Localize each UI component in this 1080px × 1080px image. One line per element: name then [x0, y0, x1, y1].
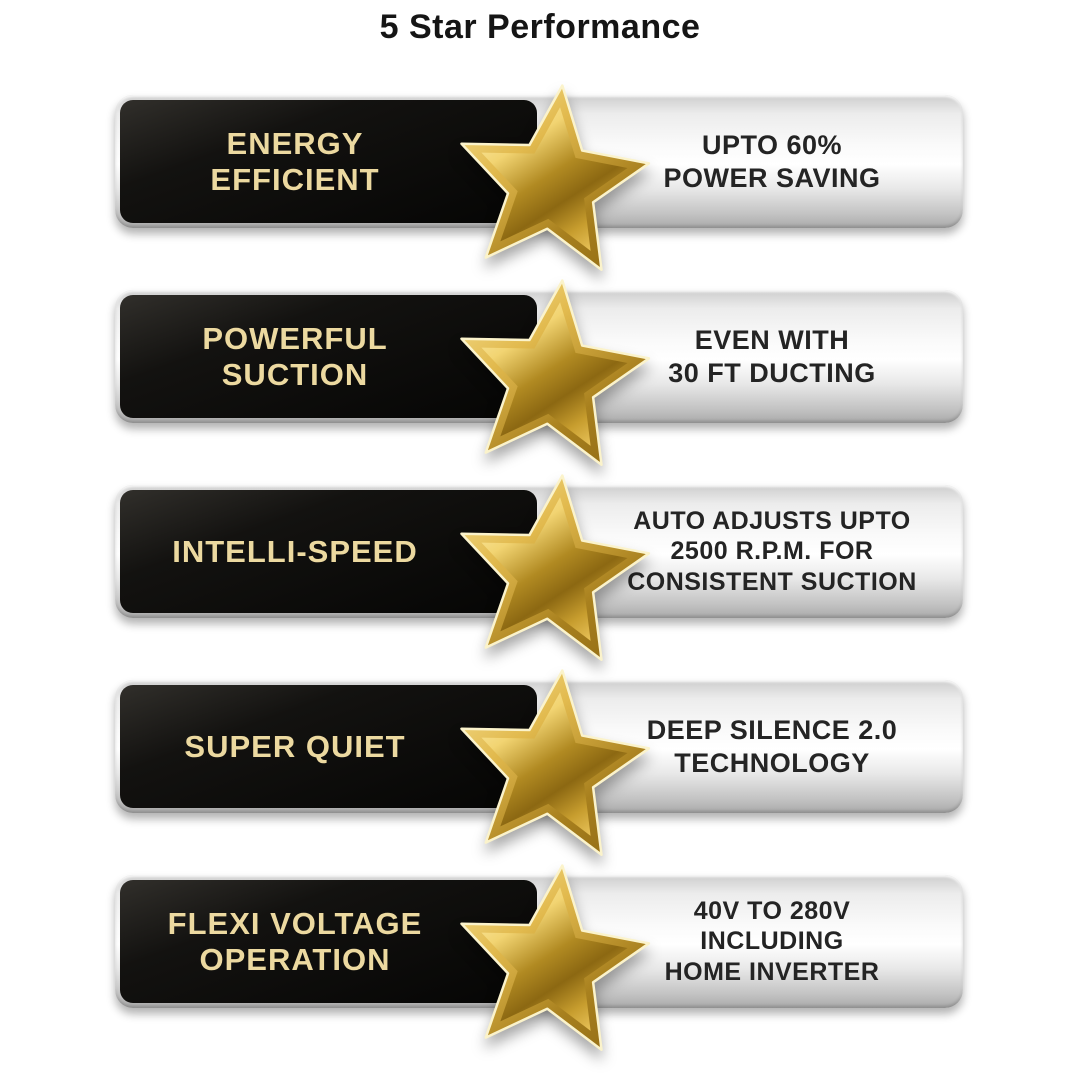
feature-label: ENERGY EFFICIENT — [210, 126, 380, 197]
feature-row: FLEXI VOLTAGE OPERATION 40V TO 280V INCL… — [115, 864, 963, 1051]
feature-description: AUTO ADJUSTS UPTO 2500 R.P.M. FOR CONSIS… — [627, 506, 917, 596]
feature-description: 40V TO 280V INCLUDING HOME INVERTER — [664, 896, 880, 986]
feature-description: UPTO 60% POWER SAVING — [663, 129, 881, 193]
page-title: 5 Star Performance — [379, 8, 701, 46]
feature-row: POWERFUL SUCTION EVEN WITH 30 FT DUCTING — [115, 279, 963, 466]
feature-label: SUPER QUIET — [184, 728, 406, 764]
feature-row: ENERGY EFFICIENT UPTO 60% POWER SAVING — [115, 84, 963, 271]
feature-row: INTELLI-SPEED AUTO ADJUSTS UPTO 2500 R.P… — [115, 474, 963, 661]
feature-description: EVEN WITH 30 FT DUCTING — [668, 324, 876, 388]
feature-label: POWERFUL SUCTION — [202, 321, 388, 392]
feature-row: SUPER QUIET DEEP SILENCE 2.0 TECHNOLOGY — [115, 669, 963, 856]
feature-label: INTELLI-SPEED — [172, 533, 418, 569]
feature-description: DEEP SILENCE 2.0 TECHNOLOGY — [646, 714, 898, 778]
feature-label: FLEXI VOLTAGE OPERATION — [167, 906, 423, 977]
